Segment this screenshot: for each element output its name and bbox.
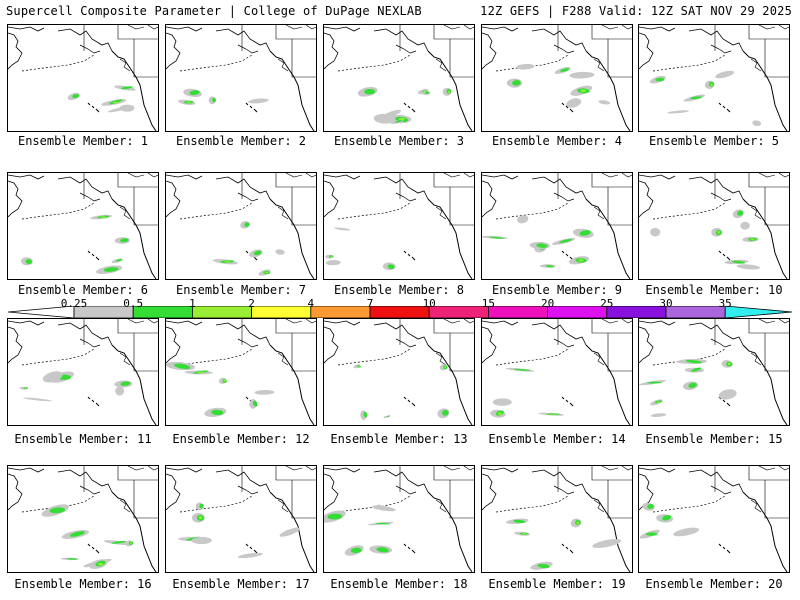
- colorbar-tick-label: 15: [481, 297, 496, 310]
- colorbar-segment: [251, 306, 312, 318]
- map-panel-svg: [324, 319, 474, 425]
- ensemble-member-label: Ensemble Member: 1: [17, 134, 149, 148]
- map-panel-svg: [482, 466, 632, 572]
- ensemble-member-label: Ensemble Member: 16: [14, 577, 152, 591]
- colorbar-tick-label: 2: [248, 297, 255, 310]
- colorbar-segment: [487, 306, 548, 318]
- ensemble-member-label: Ensemble Member: 9: [491, 283, 623, 297]
- colorbar-segment: [665, 306, 726, 318]
- map-panel: [481, 465, 633, 573]
- ensemble-member-label: Ensemble Member: 11: [14, 432, 152, 446]
- colorbar-tick-label: 0.5: [123, 297, 144, 310]
- map-panel: [481, 24, 633, 132]
- map-panel: [481, 172, 633, 280]
- colorbar-tick-label: 30: [659, 297, 673, 310]
- colorbar-right-arrow: [724, 306, 792, 318]
- ensemble-member-label: Ensemble Member: 13: [330, 432, 468, 446]
- map-panel: [165, 465, 317, 573]
- map-panel: [7, 318, 159, 426]
- map-panel-svg: [8, 319, 158, 425]
- valid-time: 12Z GEFS | F288 Valid: 12Z SAT NOV 29 20…: [480, 4, 792, 18]
- ensemble-member-label: Ensemble Member: 18: [330, 577, 468, 591]
- ensemble-member-label: Ensemble Member: 10: [645, 283, 783, 297]
- map-panel-svg: [8, 25, 158, 131]
- map-panel-svg: [482, 319, 632, 425]
- ensemble-member-label: Ensemble Member: 19: [488, 577, 626, 591]
- ensemble-member-label: Ensemble Member: 14: [488, 432, 626, 446]
- colorbar-tick-label: 0.25: [60, 297, 88, 310]
- map-panel-svg: [639, 319, 789, 425]
- ensemble-member-label: Ensemble Member: 15: [645, 432, 783, 446]
- colorbar: [8, 306, 792, 318]
- colorbar-segment: [369, 306, 430, 318]
- ensemble-member-label: Ensemble Member: 6: [17, 283, 149, 297]
- map-panel: [481, 318, 633, 426]
- map-panel: [7, 172, 159, 280]
- colorbar-tick-label: 25: [600, 297, 614, 310]
- map-panel-svg: [639, 25, 789, 131]
- map-panel: [323, 24, 475, 132]
- map-panel-svg: [166, 319, 316, 425]
- map-panel: [323, 318, 475, 426]
- map-panel-svg: [8, 173, 158, 279]
- map-title: Supercell Composite Parameter | College …: [6, 4, 422, 18]
- colorbar-tick-label: 20: [540, 297, 555, 310]
- map-panel-svg: [324, 173, 474, 279]
- colorbar-segment: [547, 306, 608, 318]
- map-panel-svg: [166, 173, 316, 279]
- map-panel-svg: [166, 466, 316, 572]
- map-panel: [323, 172, 475, 280]
- map-panel-svg: [166, 25, 316, 131]
- map-panel-svg: [482, 25, 632, 131]
- map-panel-svg: [482, 173, 632, 279]
- ensemble-member-label: Ensemble Member: 5: [648, 134, 780, 148]
- map-panel-svg: [639, 466, 789, 572]
- map-panel: [7, 465, 159, 573]
- colorbar-tick-label: 7: [366, 297, 374, 310]
- colorbar-segment: [191, 306, 252, 318]
- ensemble-member-label: Ensemble Member: 12: [172, 432, 310, 446]
- map-panel-svg: [324, 25, 474, 131]
- ensemble-member-label: Ensemble Member: 17: [172, 577, 310, 591]
- colorbar-segment: [606, 306, 667, 318]
- map-panel: [638, 172, 790, 280]
- map-panel: [323, 465, 475, 573]
- colorbar-tick-label: 1: [189, 297, 196, 310]
- ensemble-member-label: Ensemble Member: 3: [333, 134, 465, 148]
- ensemble-member-label: Ensemble Member: 8: [333, 283, 465, 297]
- colorbar-segment: [428, 306, 489, 318]
- ensemble-member-label: Ensemble Member: 2: [175, 134, 307, 148]
- ensemble-member-label: Ensemble Member: 4: [491, 134, 623, 148]
- map-panel: [638, 465, 790, 573]
- map-panel: [165, 24, 317, 132]
- map-panel-svg: [639, 173, 789, 279]
- map-panel: [165, 172, 317, 280]
- map-panel-svg: [324, 466, 474, 572]
- map-panel: [7, 24, 159, 132]
- map-panel: [638, 24, 790, 132]
- colorbar-tick-label: 35: [718, 297, 732, 310]
- colorbar-tick-label: 4: [307, 297, 315, 310]
- colorbar-segment: [310, 306, 371, 318]
- map-panel: [165, 318, 317, 426]
- colorbar-tick-label: 10: [422, 297, 436, 310]
- ensemble-member-label: Ensemble Member: 7: [175, 283, 307, 297]
- map-panel: [638, 318, 790, 426]
- map-panel-svg: [8, 466, 158, 572]
- ensemble-member-label: Ensemble Member: 20: [645, 577, 783, 591]
